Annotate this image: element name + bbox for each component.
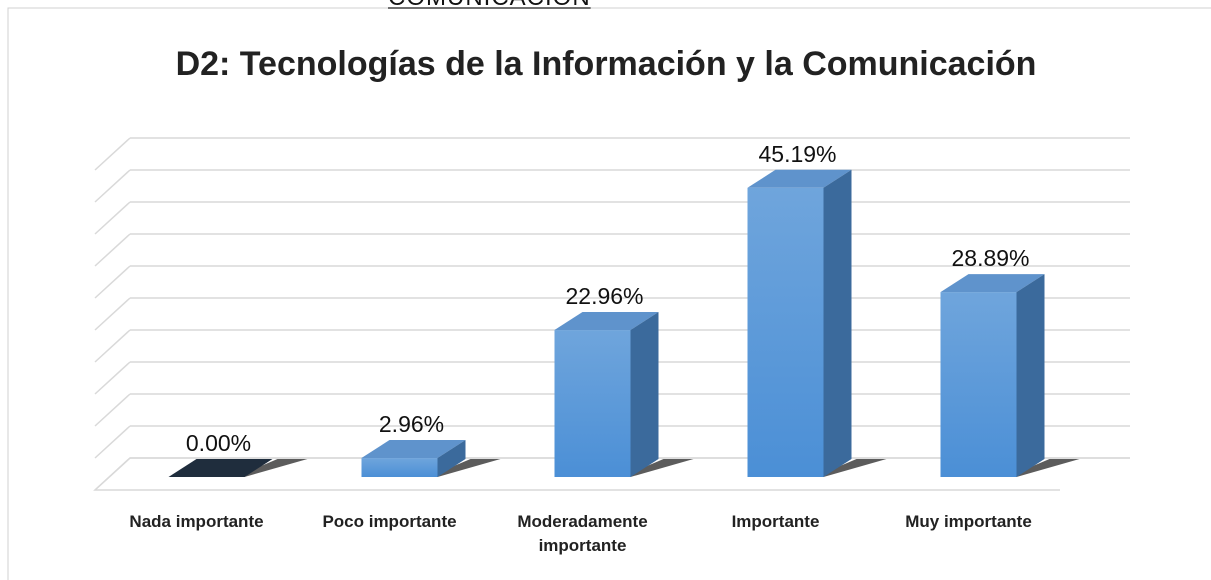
x-tick-label: Nada importante <box>129 512 264 531</box>
bar <box>747 187 824 477</box>
x-tick-label: Importante <box>731 512 820 531</box>
value-label: 2.96% <box>379 411 444 437</box>
grid-line <box>94 201 131 235</box>
x-tick-label: Moderadamente importante <box>517 512 648 555</box>
bar-top <box>554 312 659 331</box>
grid-line <box>94 329 131 363</box>
grid-line <box>94 297 131 331</box>
bar-top <box>940 274 1045 293</box>
bar-shadow <box>1016 459 1080 477</box>
page-heading: COMUNICACIÓN <box>388 0 591 12</box>
bar-shadow <box>630 459 694 477</box>
bar <box>168 459 273 477</box>
chart-border <box>7 7 1211 580</box>
grid-line <box>94 169 131 203</box>
bar <box>940 292 1017 477</box>
value-label: 45.19% <box>758 141 836 167</box>
grid-line <box>94 393 131 427</box>
bar-shadow <box>823 459 887 477</box>
bar-side <box>437 440 466 477</box>
bar-side <box>1016 274 1045 477</box>
bar <box>554 330 631 477</box>
grid-line <box>94 265 131 299</box>
bar-side <box>823 169 852 477</box>
bar <box>361 458 438 477</box>
bar-shadow <box>244 459 308 477</box>
chart-title: D2: Tecnologías de la Información y la C… <box>176 45 1037 83</box>
bar-top <box>747 169 852 188</box>
grid-line <box>94 233 131 267</box>
grid-line <box>94 137 131 171</box>
value-label: 28.89% <box>951 245 1029 271</box>
grid-line <box>94 361 131 395</box>
grid-line <box>94 425 131 459</box>
x-tick-label: Poco importante <box>322 512 457 531</box>
value-label: 22.96% <box>565 283 643 309</box>
x-tick-label: Muy importante <box>905 512 1032 531</box>
bar-shadow <box>437 459 501 477</box>
bar-side <box>630 312 659 477</box>
bar-top <box>361 440 466 459</box>
value-label: 0.00% <box>186 430 251 456</box>
